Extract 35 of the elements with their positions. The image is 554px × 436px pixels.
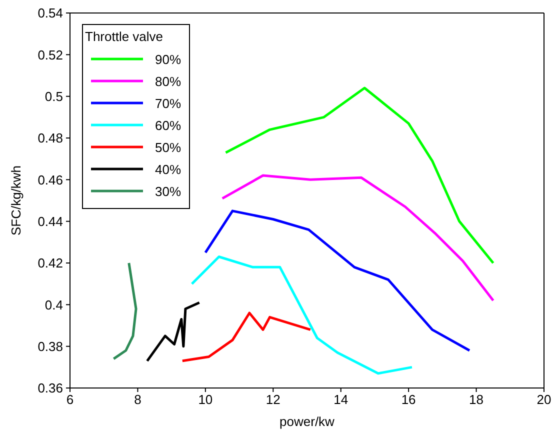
y-tick-label: 0.42 [38, 256, 63, 271]
legend-label: 40% [155, 162, 182, 176]
y-tick-label: 0.36 [38, 380, 63, 396]
line-series [221, 174, 494, 302]
x-axis-title: power/kw [280, 414, 336, 429]
x-tick-label: 16 [401, 392, 416, 408]
y-tick-label: 0.38 [38, 338, 63, 354]
line-series [204, 210, 471, 352]
legend-label: 90% [155, 52, 182, 66]
y-tick-label: 0.44 [38, 214, 63, 229]
line-series [224, 86, 494, 264]
x-tick-label: 14 [334, 392, 348, 408]
x-tick-label: 18 [469, 392, 484, 408]
legend-label: 50% [155, 140, 182, 154]
y-tick-label: 0.46 [38, 172, 63, 188]
x-tick-label: 12 [266, 392, 280, 408]
line-series [146, 301, 201, 362]
x-tick-label: 20 [536, 392, 552, 408]
legend-label: 80% [155, 74, 182, 88]
legend-title: Throttle valve [85, 29, 164, 44]
legend-label: 60% [155, 118, 182, 132]
x-tick-label: 6 [66, 392, 74, 408]
line-series [112, 262, 138, 360]
y-tick-label: 0.54 [38, 6, 63, 21]
line-series [181, 312, 312, 362]
y-tick-label: 0.52 [38, 47, 63, 62]
legend-label: 30% [155, 184, 182, 198]
legend-label: 70% [155, 96, 182, 110]
y-axis-title: SFC/kg/kwh [8, 165, 24, 236]
line-series [190, 256, 414, 375]
x-tick-label: 8 [134, 392, 142, 408]
y-tick-label: 0.4 [44, 297, 63, 312]
x-tick-label: 10 [198, 392, 213, 408]
y-tick-label: 0.48 [38, 130, 63, 146]
y-tick-label: 0.5 [44, 88, 63, 104]
